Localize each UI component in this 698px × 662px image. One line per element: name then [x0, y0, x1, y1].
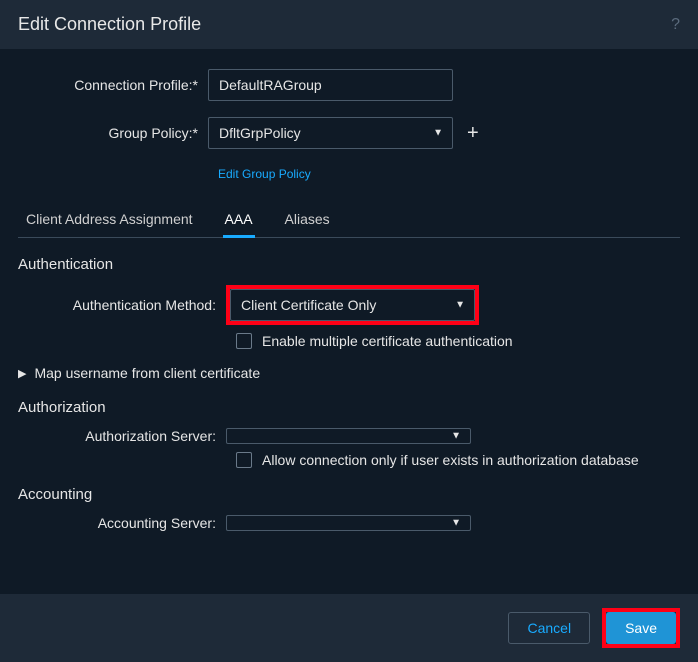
multi-cert-row: Enable multiple certificate authenticati… [236, 333, 680, 349]
tabs: Client Address Assignment AAA Aliases [18, 203, 680, 238]
connection-profile-row: Connection Profile:* [18, 69, 680, 101]
multi-cert-checkbox[interactable] [236, 333, 252, 349]
accounting-server-select[interactable]: ▼ [226, 515, 471, 531]
tab-aliases[interactable]: Aliases [283, 203, 332, 237]
caret-right-icon: ▶ [18, 367, 26, 380]
accounting-section-title: Accounting [18, 486, 680, 503]
group-policy-label: Group Policy:* [18, 125, 208, 141]
group-policy-row: Group Policy:* DfltGrpPolicy ▼ + [18, 117, 680, 149]
tab-aaa[interactable]: AAA [223, 203, 255, 237]
allow-only-label: Allow connection only if user exists in … [262, 452, 639, 468]
help-icon[interactable]: ? [671, 16, 680, 34]
map-username-expander[interactable]: ▶ Map username from client certificate [18, 365, 680, 381]
authorization-server-select[interactable]: ▼ [226, 428, 471, 444]
save-button[interactable]: Save [606, 612, 676, 644]
authorization-section-title: Authorization [18, 399, 680, 416]
dialog-footer: Cancel Save [0, 594, 698, 662]
add-group-policy-button[interactable]: + [467, 123, 479, 143]
dialog-header: Edit Connection Profile ? [0, 0, 698, 49]
dialog-body: Connection Profile:* Group Policy:* Dflt… [0, 49, 698, 594]
auth-method-select[interactable]: Client Certificate Only ▼ [230, 289, 475, 321]
cancel-button[interactable]: Cancel [508, 612, 590, 644]
save-button-highlight: Save [602, 608, 680, 648]
dialog-title: Edit Connection Profile [18, 14, 201, 35]
tab-client-address-assignment[interactable]: Client Address Assignment [24, 203, 195, 237]
accounting-server-value [226, 515, 471, 531]
edit-connection-profile-dialog: Edit Connection Profile ? Connection Pro… [0, 0, 698, 662]
map-username-label: Map username from client certificate [34, 365, 260, 381]
edit-group-policy-link[interactable]: Edit Group Policy [218, 167, 311, 181]
connection-profile-input[interactable] [208, 69, 453, 101]
authorization-server-value [226, 428, 471, 444]
authorization-server-row: Authorization Server: ▼ [18, 428, 680, 444]
auth-method-row: Authentication Method: Client Certificat… [18, 285, 680, 325]
group-policy-value: DfltGrpPolicy [208, 117, 453, 149]
auth-method-label: Authentication Method: [18, 297, 226, 313]
auth-method-highlight: Client Certificate Only ▼ [226, 285, 479, 325]
allow-only-checkbox[interactable] [236, 452, 252, 468]
accounting-server-row: Accounting Server: ▼ [18, 515, 680, 531]
multi-cert-label: Enable multiple certificate authenticati… [262, 333, 513, 349]
accounting-server-label: Accounting Server: [18, 515, 226, 531]
connection-profile-label: Connection Profile:* [18, 77, 208, 93]
authorization-server-label: Authorization Server: [18, 428, 226, 444]
auth-method-value: Client Certificate Only [230, 289, 475, 321]
allow-only-row: Allow connection only if user exists in … [236, 452, 680, 468]
group-policy-select[interactable]: DfltGrpPolicy ▼ [208, 117, 453, 149]
authentication-section-title: Authentication [18, 256, 680, 273]
